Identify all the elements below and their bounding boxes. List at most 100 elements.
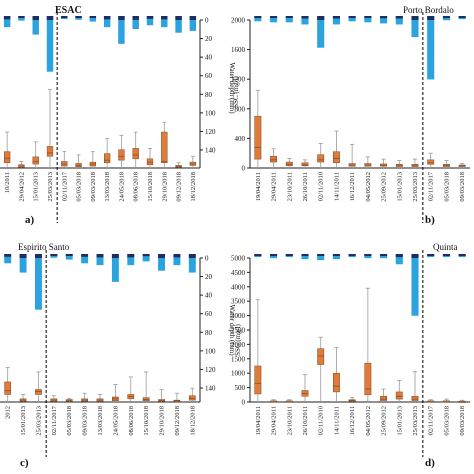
water-depth-bar	[132, 16, 139, 29]
water-depth-bar	[18, 16, 25, 21]
water-depth-bar	[254, 16, 262, 22]
water-depth-bar	[332, 254, 340, 260]
box	[332, 151, 340, 164]
x-tick-label: 26/10/2011	[302, 406, 309, 435]
water-depth-bar	[285, 16, 293, 23]
water-depth-bar-cap	[75, 16, 82, 18]
y-tick-label: 1600	[231, 46, 246, 54]
x-tick-label: 16/12/2011	[349, 406, 356, 435]
y-tick-label: 3500	[231, 298, 246, 306]
x-tick-label: 08/06/2018	[133, 172, 140, 202]
x-tick-label: 25/03/2013	[412, 172, 419, 202]
water-depth-bar-cap	[411, 254, 419, 258]
water-depth-bar-cap	[118, 16, 125, 20]
box	[395, 391, 403, 400]
x-tick-label: 23/10/2011	[286, 406, 293, 435]
water-depth-bar-cap	[4, 254, 12, 257]
water-depth-bar	[364, 16, 372, 23]
water-depth-bar	[161, 16, 168, 28]
depth-tick-label: 0	[205, 17, 209, 25]
water-depth-bar-cap	[254, 254, 262, 256]
water-depth-bar-cap	[348, 254, 356, 256]
water-depth-bar	[442, 16, 450, 21]
x-tick-label: 26/10/2011	[302, 172, 309, 201]
x-tick-label: 05/03/2018	[76, 172, 83, 202]
y-tick-label: 0	[242, 399, 246, 407]
water-depth-bar	[317, 16, 325, 48]
water-depth-bar-cap	[19, 254, 27, 258]
x-tick-label: 02/11/2017	[428, 405, 435, 435]
x-tick-label: 18/12/2018	[190, 172, 197, 202]
x-tick-label: 24/05/2018	[112, 406, 119, 436]
panel-d-left-axis-label: SSC (mg/l)	[234, 323, 242, 355]
depth-tick-label: 20	[205, 273, 213, 281]
x-tick-label: 09/03/2018	[459, 172, 466, 202]
panel-a-right-axis-label: Water depth (mm)	[228, 62, 236, 114]
depth-tick-label: 120	[205, 366, 216, 374]
water-depth-bar-cap	[427, 16, 435, 20]
depth-tick-label: 60	[205, 72, 213, 80]
panel-a-title: ESAC	[55, 5, 82, 16]
x-tick-label: 25/09/2012	[381, 406, 388, 436]
x-tick-label: 25/09/2012	[381, 172, 388, 202]
x-tick-label: 14/11/2011	[333, 406, 340, 435]
box	[35, 389, 42, 395]
x-tick-label: 25/03/2013	[412, 406, 419, 436]
water-depth-bar-cap	[317, 16, 325, 20]
water-depth-bar-cap	[3, 16, 11, 20]
x-tick-label: 19/04/2011	[255, 406, 262, 435]
water-depth-bar-cap	[18, 16, 25, 18]
panel-d-plot: 0 500 1000 1500 2000 2500 3000 3500 4000 4500 5000…	[231, 250, 470, 457]
water-depth-bar	[19, 254, 27, 273]
y-tick-label: 400	[235, 135, 246, 143]
box	[132, 148, 139, 160]
water-depth-bar-cap	[158, 254, 165, 258]
water-depth-bar-cap	[254, 16, 262, 18]
water-depth-bar-cap	[395, 254, 403, 258]
x-tick-label: 13/03/2018	[104, 172, 111, 202]
x-tick-label: 10/2011	[4, 172, 11, 193]
x-tick-label: 14/11/2011	[333, 172, 340, 201]
x-tick-label: 15/01/2013	[396, 172, 403, 202]
box	[380, 395, 388, 401]
depth-tick-label: 140	[205, 385, 216, 393]
panel-c-plot: 0 20 40 60 80 100 120 140 2012 15/01/2013 25/03/20…	[0, 250, 216, 457]
water-depth-bar-cap	[270, 254, 278, 256]
box	[254, 365, 262, 395]
water-depth-bar-cap	[332, 254, 340, 256]
depth-tick-label: 140	[205, 147, 216, 155]
water-depth-bar-cap	[301, 254, 309, 256]
box	[32, 156, 39, 165]
depth-tick-label: 100	[205, 109, 216, 117]
water-depth-bar-cap	[132, 16, 139, 20]
x-tick-label: 19/04/2011	[255, 172, 262, 201]
x-tick-label: 02/11/2017	[428, 171, 435, 201]
box	[46, 146, 54, 157]
panel-c-caption: c)	[20, 457, 29, 469]
y-tick-label: 0	[242, 165, 246, 173]
water-depth-bar	[364, 254, 372, 259]
panel-d-caption: d)	[425, 457, 435, 469]
x-tick-label: 25/03/2013	[35, 406, 42, 436]
depth-tick-label: 0	[205, 255, 209, 263]
depth-tick-label: 60	[205, 310, 213, 318]
x-tick-label: 29/04/2011	[271, 172, 278, 201]
x-tick-label: 05/03/2018	[66, 406, 73, 436]
y-tick-label: 800	[235, 105, 246, 113]
water-depth-bar-cap	[89, 16, 97, 18]
box	[254, 115, 262, 160]
water-depth-bar-cap	[142, 254, 150, 257]
x-tick-label: 02/11/2017	[61, 171, 68, 201]
water-depth-bar-cap	[285, 254, 293, 256]
water-depth-bar-cap	[442, 16, 450, 18]
box	[104, 153, 111, 164]
panel-c-title: Espirito Santo	[18, 242, 70, 252]
panel-b-left-axis-label: SSC (mg/l)	[232, 75, 240, 107]
water-depth-bar	[35, 254, 42, 310]
y-tick-label: 2000	[231, 17, 246, 25]
water-depth-bar-cap	[61, 16, 68, 18]
water-depth-bar-cap	[301, 16, 309, 19]
water-depth-bar	[65, 254, 73, 260]
